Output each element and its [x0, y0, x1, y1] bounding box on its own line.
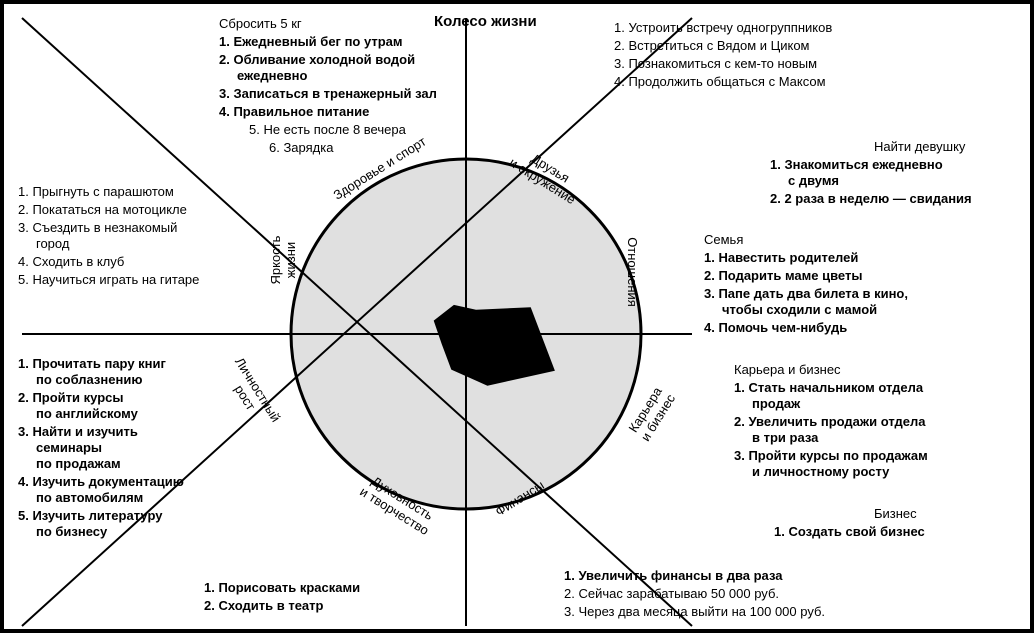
item-growth-2: 3. Найти и изучить [18, 424, 138, 440]
item-friends-2: 3. Познакомиться с кем-то новым [614, 56, 817, 72]
item-growth-4-1: по бизнесу [36, 524, 107, 540]
heading-business: Бизнес [874, 506, 917, 522]
item-bright-4: 5. Научиться играть на гитаре [18, 272, 199, 288]
item-girlfriend-1: 2. 2 раза в неделю — свидания [770, 191, 972, 207]
item-family-0: 1. Навестить родителей [704, 250, 858, 266]
item-family-1: 2. Подарить маме цветы [704, 268, 862, 284]
item-growth-2-2: по продажам [36, 456, 121, 472]
item-career-0-1: продаж [752, 396, 800, 412]
item-bright-2-1: город [36, 236, 69, 252]
wheel-of-life-diagram: { "title": "Колесо жизни", "layout": { "… [0, 0, 1034, 633]
item-growth-4: 5. Изучить литературу [18, 508, 162, 524]
item-finance-1: 2. Сейчас зарабатываю 50 000 руб. [564, 586, 779, 602]
item-growth-1-1: по английскому [36, 406, 138, 422]
item-spirit-0: 1. Порисовать красками [204, 580, 360, 596]
sector-label-relations: Отношения [625, 237, 640, 307]
heading-health: Сбросить 5 кг [219, 16, 302, 32]
item-career-1: 2. Увеличить продажи отдела [734, 414, 926, 430]
item-growth-0-1: по соблазнению [36, 372, 142, 388]
item-bright-1: 2. Покататься на мотоцикле [18, 202, 187, 218]
item-growth-3: 4. Изучить документацию [18, 474, 184, 490]
item-career-2-1: и личностному росту [752, 464, 889, 480]
item-growth-0: 1. Прочитать пару книг [18, 356, 166, 372]
item-health-5: 6. Зарядка [269, 140, 333, 156]
sector-label-finance: Финансы [492, 477, 546, 519]
item-finance-0: 1. Увеличить финансы в два раза [564, 568, 782, 584]
item-bright-3: 4. Сходить в клуб [18, 254, 124, 270]
heading-girlfriend: Найти девушку [874, 139, 965, 155]
page-title: Колесо жизни [434, 14, 537, 30]
item-health-4: 5. Не есть после 8 вечера [249, 122, 406, 138]
item-family-2: 3. Папе дать два билета в кино, [704, 286, 908, 302]
item-growth-2-1: семинары [36, 440, 102, 456]
item-health-0: 1. Ежедневный бег по утрам [219, 34, 403, 50]
item-girlfriend-0: 1. Знакомиться ежедневно [770, 157, 943, 173]
item-health-1: 2. Обливание холодной водой [219, 52, 415, 68]
item-business-0: 1. Создать свой бизнес [774, 524, 925, 540]
item-finance-2: 3. Через два месяца выйти на 100 000 руб… [564, 604, 825, 620]
item-bright-0: 1. Прыгнуть с парашютом [18, 184, 174, 200]
item-girlfriend-0-1: с двумя [788, 173, 839, 189]
sector-label-bright: Яркостьжизни [268, 235, 298, 284]
item-family-2-1: чтобы сходили с мамой [722, 302, 877, 318]
item-career-0: 1. Стать начальником отдела [734, 380, 923, 396]
sector-label-career: Карьераи бизнес [625, 383, 679, 444]
sector-label-spirit: Духовностьи творчество [357, 471, 439, 538]
heading-family: Семья [704, 232, 743, 248]
item-growth-3-1: по автомобилям [36, 490, 143, 506]
item-career-1-1: в три раза [752, 430, 818, 446]
sector-label-friends: Друзьяи окружение [507, 142, 587, 207]
item-friends-3: 4. Продолжить общаться с Максом [614, 74, 826, 90]
item-friends-1: 2. Встретиться с Вядом и Циком [614, 38, 810, 54]
heading-career: Карьера и бизнес [734, 362, 841, 378]
item-spirit-1: 2. Сходить в театр [204, 598, 323, 614]
item-career-2: 3. Пройти курсы по продажам [734, 448, 928, 464]
item-family-3: 4. Помочь чем-нибудь [704, 320, 847, 336]
item-friends-0: 1. Устроить встречу одногруппников [614, 20, 832, 36]
item-growth-1: 2. Пройти курсы [18, 390, 123, 406]
sector-label-growth: Личностныйрост [219, 355, 283, 433]
item-health-3: 4. Правильное питание [219, 104, 369, 120]
item-health-2: 3. Записаться в тренажерный зал [219, 86, 437, 102]
item-health-1-1: ежедневно [237, 68, 307, 84]
item-bright-2: 3. Съездить в незнакомый [18, 220, 177, 236]
sector-label-health: Здоровье и спорт [331, 134, 429, 203]
